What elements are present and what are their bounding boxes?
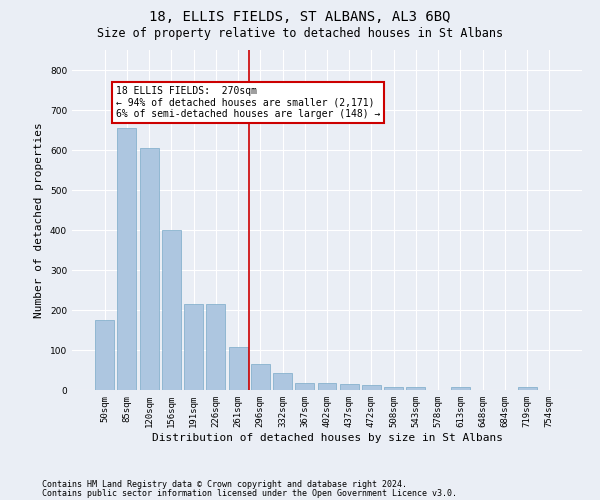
Bar: [229, 347, 248, 390]
Bar: [451, 387, 470, 390]
X-axis label: Distribution of detached houses by size in St Albans: Distribution of detached houses by size …: [151, 432, 503, 442]
Bar: [140, 148, 158, 390]
Text: Size of property relative to detached houses in St Albans: Size of property relative to detached ho…: [97, 28, 503, 40]
Bar: [317, 383, 337, 390]
Bar: [406, 387, 425, 390]
Text: 18 ELLIS FIELDS:  270sqm
← 94% of detached houses are smaller (2,171)
6% of semi: 18 ELLIS FIELDS: 270sqm ← 94% of detache…: [116, 86, 380, 119]
Text: Contains HM Land Registry data © Crown copyright and database right 2024.: Contains HM Land Registry data © Crown c…: [42, 480, 407, 489]
Bar: [384, 387, 403, 390]
Bar: [206, 304, 225, 390]
Bar: [184, 304, 203, 390]
Bar: [118, 128, 136, 390]
Bar: [273, 373, 292, 390]
Bar: [518, 387, 536, 390]
Bar: [362, 385, 381, 390]
Bar: [95, 320, 114, 390]
Bar: [251, 364, 270, 390]
Bar: [162, 230, 181, 390]
Text: 18, ELLIS FIELDS, ST ALBANS, AL3 6BQ: 18, ELLIS FIELDS, ST ALBANS, AL3 6BQ: [149, 10, 451, 24]
Y-axis label: Number of detached properties: Number of detached properties: [34, 122, 44, 318]
Bar: [295, 383, 314, 390]
Bar: [340, 384, 359, 390]
Text: Contains public sector information licensed under the Open Government Licence v3: Contains public sector information licen…: [42, 488, 457, 498]
